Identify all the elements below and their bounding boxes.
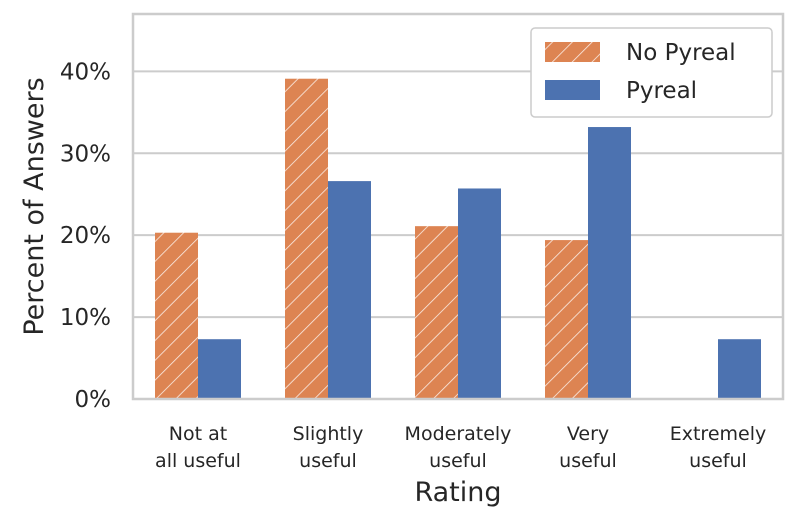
bar-no-pyreal-3 [545,240,588,399]
legend: No Pyreal Pyreal [530,27,773,118]
x-axis-title: Rating [414,477,501,508]
x-tick-label: Not at [169,423,227,445]
x-tick-label: Extremely [670,423,767,445]
y-tick-label: 20% [60,223,111,249]
x-tick-label: useful [429,450,487,472]
y-tick-label: 10% [60,305,111,331]
x-ticks: Not at all useful Slightly useful Moderately… [155,423,766,472]
bar-no-pyreal-1 [285,78,328,399]
x-tick-label: useful [299,450,357,472]
bar-pyreal-4 [718,339,761,399]
bar-pyreal-2 [458,188,501,399]
legend-swatch [545,42,600,62]
plot-frame [131,12,785,401]
y-tick-label: 40% [60,59,111,85]
x-tick-label: all useful [155,450,241,472]
bar-pyreal-1 [328,181,371,399]
bar-no-pyreal-0 [155,232,198,399]
x-tick-label: useful [689,450,747,472]
x-tick-label: Moderately [405,423,512,445]
x-tick-label: useful [559,450,617,472]
legend-swatch [545,80,600,100]
x-tick-label: Very [567,423,609,445]
x-tick-label: Slightly [293,423,364,445]
y-axis-title: Percent of Answers [19,77,50,335]
bar-pyreal-0 [198,339,241,399]
bar-pyreal-3 [588,127,631,400]
bars [155,78,761,400]
y-tick-label: 0% [75,387,112,413]
y-ticks: 0% 10% 20% 30% 40% [60,59,111,413]
legend-label: Pyreal [626,78,697,104]
bar-no-pyreal-2 [415,226,458,399]
legend-label: No Pyreal [626,40,736,66]
y-tick-label: 30% [60,141,111,167]
